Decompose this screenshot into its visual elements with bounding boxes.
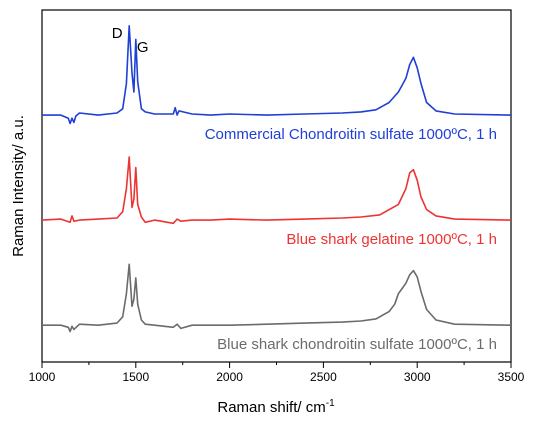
series-label-1: Commercial Chondroitin sulfate 1000ºC, 1… [205, 126, 497, 143]
series-line-3 [42, 263, 512, 333]
series-line-1 [42, 25, 512, 125]
x-axis-label: Raman shift/ cm-1 [217, 398, 335, 416]
series-layer [41, 25, 512, 333]
x-tick-label-3500: 3500 [498, 370, 525, 384]
x-tick-label-3000: 3000 [404, 370, 431, 384]
x-tick-label-2000: 2000 [216, 370, 243, 384]
plot-frame [41, 9, 512, 363]
series-label-2: Blue shark gelatine 1000ºC, 1 h [286, 231, 497, 248]
y-axis-label: Raman Intensity/ a.u. [10, 115, 27, 257]
series-label-3: Blue shark chondroitin sulfate 1000ºC, 1… [217, 336, 497, 353]
x-tick-label-1500: 1500 [122, 370, 149, 384]
annotation-G: G [137, 39, 149, 56]
annotation-D: D [112, 25, 123, 42]
series-labels: Commercial Chondroitin sulfate 1000ºC, 1… [205, 126, 497, 353]
x-tick-label-1000: 1000 [29, 370, 56, 384]
series-line-2 [41, 156, 512, 225]
x-tick-label-2500: 2500 [310, 370, 337, 384]
peak-annotations: DG [112, 25, 149, 56]
x-axis: 1000 1500 2000 2500 3000 3500 [29, 362, 525, 384]
